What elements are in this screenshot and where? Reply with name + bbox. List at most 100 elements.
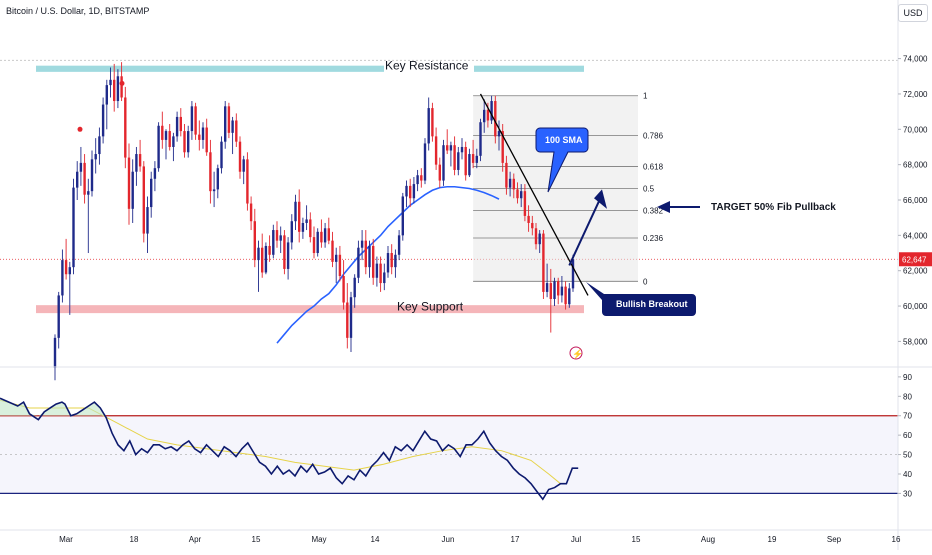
candle-up	[490, 101, 493, 121]
candle-down	[531, 222, 534, 229]
price-tick-label: 58,000	[903, 337, 928, 346]
projection-arrow-head	[594, 189, 607, 209]
candle-down	[453, 145, 456, 170]
time-tick-label: 16	[892, 535, 901, 544]
lightning-icon-glyph: ⚡	[572, 348, 583, 360]
candle-up	[460, 146, 464, 153]
candle-up	[305, 219, 308, 223]
currency-button[interactable]: USD	[898, 4, 928, 22]
time-tick-label: May	[311, 535, 326, 544]
time-tick-label: 15	[252, 535, 261, 544]
rsi-tick-label: 50	[903, 451, 912, 460]
candle-down	[120, 76, 123, 98]
candle-down	[464, 146, 467, 176]
projection-arrow-line	[568, 194, 603, 266]
candle-up	[386, 253, 390, 273]
candle-down	[275, 230, 279, 241]
candle-up	[468, 154, 471, 176]
candle-up	[508, 178, 512, 188]
candle-down	[238, 141, 242, 172]
candle-up	[94, 154, 97, 160]
rsi-tick-label: 80	[903, 392, 912, 401]
candle-down	[142, 166, 145, 234]
fib-level-label: 1	[643, 92, 648, 101]
candle-up	[212, 189, 216, 192]
candle-down	[516, 189, 519, 199]
candle-up	[571, 259, 575, 289]
candle-down	[346, 302, 349, 338]
candle-down	[261, 247, 264, 273]
candle-down	[527, 215, 530, 223]
candle-up	[201, 127, 205, 140]
candle-down	[338, 254, 342, 276]
fib-level-label: 0.786	[643, 131, 664, 140]
candle-up	[353, 277, 356, 298]
candle-down	[542, 233, 545, 292]
candle-up	[68, 267, 71, 275]
candle-up	[61, 260, 64, 296]
support-label: Key Support	[397, 300, 464, 314]
price-tick-label: 62,000	[903, 267, 928, 276]
candle-up	[131, 171, 134, 209]
candle-down	[342, 276, 345, 303]
time-tick-label: 15	[632, 535, 641, 544]
candle-up	[335, 254, 338, 262]
candle-up	[368, 245, 371, 268]
candle-up	[101, 104, 105, 137]
candle-down	[501, 131, 504, 163]
rsi-line	[0, 397, 579, 501]
candle-down	[283, 235, 286, 269]
lightning-icon	[569, 346, 583, 360]
candle-up	[349, 297, 353, 338]
candle-up	[53, 337, 57, 368]
candle-up	[116, 76, 120, 102]
candle-up	[483, 109, 486, 123]
candle-down	[409, 185, 412, 199]
candle-up	[323, 228, 327, 243]
candle-up	[146, 207, 149, 234]
candle-up	[457, 152, 460, 170]
target-label: TARGET 50% Fib Pullback	[711, 202, 836, 213]
candle-up	[164, 131, 168, 140]
candle-up	[405, 185, 408, 197]
time-tick-label: Mar	[59, 535, 73, 544]
time-tick-label: Sep	[827, 535, 842, 544]
time-tick-label: Jun	[442, 535, 455, 544]
time-tick-label: Jul	[571, 535, 581, 544]
candle-down	[549, 283, 552, 299]
candle-down	[227, 106, 231, 133]
candle-down	[198, 134, 201, 140]
candle-down	[505, 162, 508, 188]
candle-down	[512, 178, 515, 190]
last-price-tag	[899, 252, 932, 267]
candle-down	[64, 260, 68, 275]
candle-down	[564, 286, 567, 305]
candle-down	[194, 106, 197, 135]
candle-down	[235, 120, 238, 142]
candle-up	[357, 247, 360, 278]
candle-up	[394, 254, 397, 268]
price-tick-label: 60,000	[903, 302, 928, 311]
candle-up	[279, 235, 282, 241]
candle-down	[312, 237, 316, 254]
candle-down	[494, 101, 497, 137]
fib-layer: 1 0.786 0.618 0.5 0.382 0.236 0	[473, 92, 664, 286]
candle-down	[268, 245, 271, 255]
candle-up	[264, 245, 268, 273]
price-tick-label: 64,000	[903, 231, 928, 240]
candle-down	[209, 152, 212, 192]
fib-level-label: 0.236	[643, 234, 664, 243]
candle-up	[90, 159, 94, 192]
time-tick-label: Aug	[701, 535, 715, 544]
last-price-label: 62,647	[902, 255, 927, 264]
candle-up	[442, 145, 445, 181]
candle-up	[79, 162, 83, 172]
rsi-tick-label: 90	[903, 373, 912, 382]
grid-layer	[0, 59, 898, 260]
fib-level-label: 0	[643, 277, 648, 286]
candle-down	[320, 231, 323, 243]
candle-down	[327, 228, 330, 241]
price-tick-label: 68,000	[903, 161, 928, 170]
